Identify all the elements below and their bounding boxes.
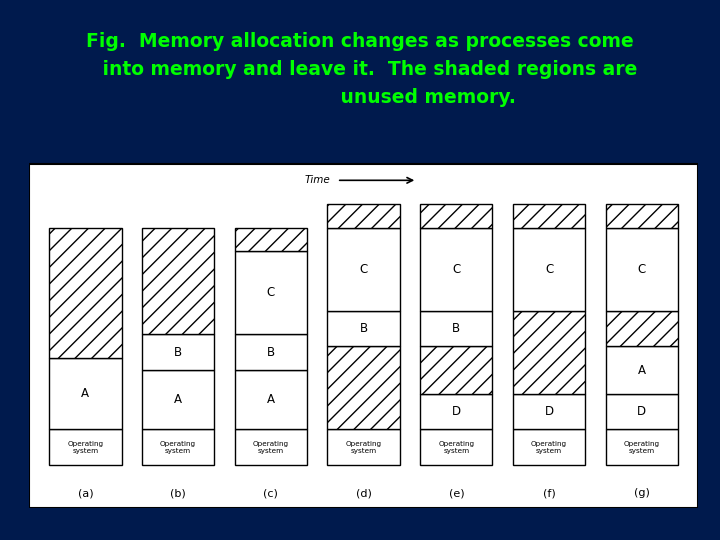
Text: D: D: [637, 405, 647, 418]
Bar: [606, 310, 678, 346]
Bar: [606, 394, 678, 429]
Bar: [142, 228, 215, 334]
Text: (a): (a): [78, 488, 93, 498]
Text: Operating
system: Operating system: [531, 441, 567, 454]
Bar: [513, 204, 585, 228]
Text: Time: Time: [305, 176, 330, 185]
Bar: [513, 429, 585, 465]
Bar: [235, 429, 307, 465]
Bar: [235, 228, 307, 252]
Bar: [142, 370, 215, 429]
Bar: [606, 429, 678, 465]
Bar: [420, 204, 492, 228]
Bar: [420, 346, 492, 394]
Bar: [420, 394, 492, 429]
Text: (f): (f): [543, 488, 555, 498]
Bar: [49, 358, 122, 429]
Text: C: C: [545, 263, 553, 276]
Text: D: D: [451, 405, 461, 418]
Text: Operating
system: Operating system: [160, 441, 196, 454]
Text: A: A: [267, 393, 275, 406]
Bar: [606, 204, 678, 228]
Text: B: B: [452, 322, 460, 335]
Bar: [49, 429, 122, 465]
Bar: [49, 228, 122, 358]
Text: (c): (c): [264, 488, 279, 498]
Text: A: A: [174, 393, 182, 406]
Text: C: C: [452, 263, 461, 276]
Text: B: B: [174, 346, 182, 359]
Text: C: C: [638, 263, 646, 276]
Text: Operating
system: Operating system: [253, 441, 289, 454]
Bar: [513, 228, 585, 310]
Bar: [328, 310, 400, 346]
Text: D: D: [544, 405, 554, 418]
Bar: [328, 346, 400, 429]
Text: Operating
system: Operating system: [346, 441, 382, 454]
Bar: [420, 429, 492, 465]
Text: Operating
system: Operating system: [67, 441, 104, 454]
Bar: [142, 429, 215, 465]
Text: (g): (g): [634, 488, 649, 498]
Bar: [420, 228, 492, 310]
Text: Operating
system: Operating system: [438, 441, 474, 454]
Bar: [328, 429, 400, 465]
Text: (e): (e): [449, 488, 464, 498]
Text: B: B: [267, 346, 275, 359]
Text: A: A: [81, 387, 89, 400]
Bar: [328, 204, 400, 228]
Text: C: C: [359, 263, 368, 276]
Text: C: C: [266, 286, 275, 300]
Text: Fig.  Memory allocation changes as processes come
   into memory and leave it.  : Fig. Memory allocation changes as proces…: [83, 32, 637, 107]
Bar: [328, 228, 400, 310]
Bar: [142, 334, 215, 370]
Bar: [420, 310, 492, 346]
Bar: [235, 334, 307, 370]
Text: Operating
system: Operating system: [624, 441, 660, 454]
Bar: [606, 228, 678, 310]
Bar: [606, 346, 678, 394]
Text: B: B: [359, 322, 368, 335]
Text: (b): (b): [170, 488, 186, 498]
Text: A: A: [638, 363, 646, 376]
Bar: [235, 370, 307, 429]
Bar: [513, 310, 585, 394]
Bar: [235, 252, 307, 334]
Bar: [513, 394, 585, 429]
Text: (d): (d): [356, 488, 372, 498]
